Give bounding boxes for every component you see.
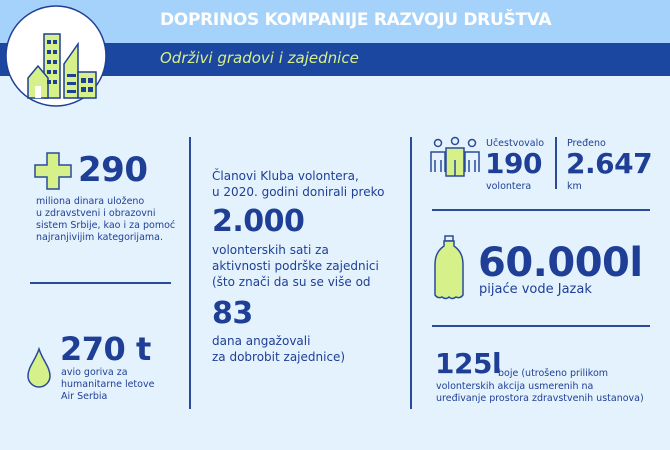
header-band <box>0 0 670 43</box>
volunteer-intro: Članovi Kluba volontera, u 2020. godini d… <box>212 169 385 199</box>
city-buildings-icon <box>5 5 107 107</box>
bottle-icon <box>434 235 464 300</box>
stat-divider <box>555 137 557 189</box>
volunteer-hours-description: volonterskih sati za aktivnosti podrške z… <box>212 243 379 289</box>
plus-cross-icon <box>34 152 72 190</box>
distance-label: Pređeno <box>567 138 606 149</box>
health-value: 290 <box>78 150 148 190</box>
subtitle-band <box>0 43 670 76</box>
section-divider <box>432 325 650 327</box>
distance-unit: km <box>567 181 582 192</box>
volunteer-days-description: dana angažovali za dobrobit zajednice) <box>212 334 346 364</box>
page-subtitle: Održivi gradovi i zajednice <box>160 49 359 67</box>
water-description: pijaće vode Jazak <box>479 282 592 297</box>
column-divider <box>410 137 412 409</box>
column-divider <box>189 137 191 409</box>
fuel-description: avio goriva za humanitarne letove Air Serb… <box>61 367 155 402</box>
paint-description: volonterskih akcija usmerenih na uređivan… <box>436 381 644 404</box>
section-divider <box>432 209 650 211</box>
people-group-icon <box>430 136 480 177</box>
drop-icon <box>27 347 51 388</box>
water-value: 60.000l <box>478 240 643 286</box>
paint-value: 125l <box>435 347 502 380</box>
participants-unit: volontera <box>486 181 532 192</box>
fuel-value: 270 t <box>60 330 151 368</box>
distance-value: 2.647 <box>566 147 653 180</box>
participants-value: 190 <box>485 147 542 180</box>
paint-description-inline: boje (utrošeno prilikom <box>498 368 609 379</box>
participants-label: Učestvovalo <box>486 138 545 149</box>
health-description: miliona dinara uloženo u zdravstveni i ob… <box>36 196 176 243</box>
volunteer-days-value: 83 <box>212 296 253 331</box>
volunteer-hours-value: 2.000 <box>212 204 305 239</box>
section-divider <box>30 282 171 284</box>
page-title: DOPRINOS KOMPANIJE RAZVOJU DRUŠTVA <box>160 10 552 30</box>
